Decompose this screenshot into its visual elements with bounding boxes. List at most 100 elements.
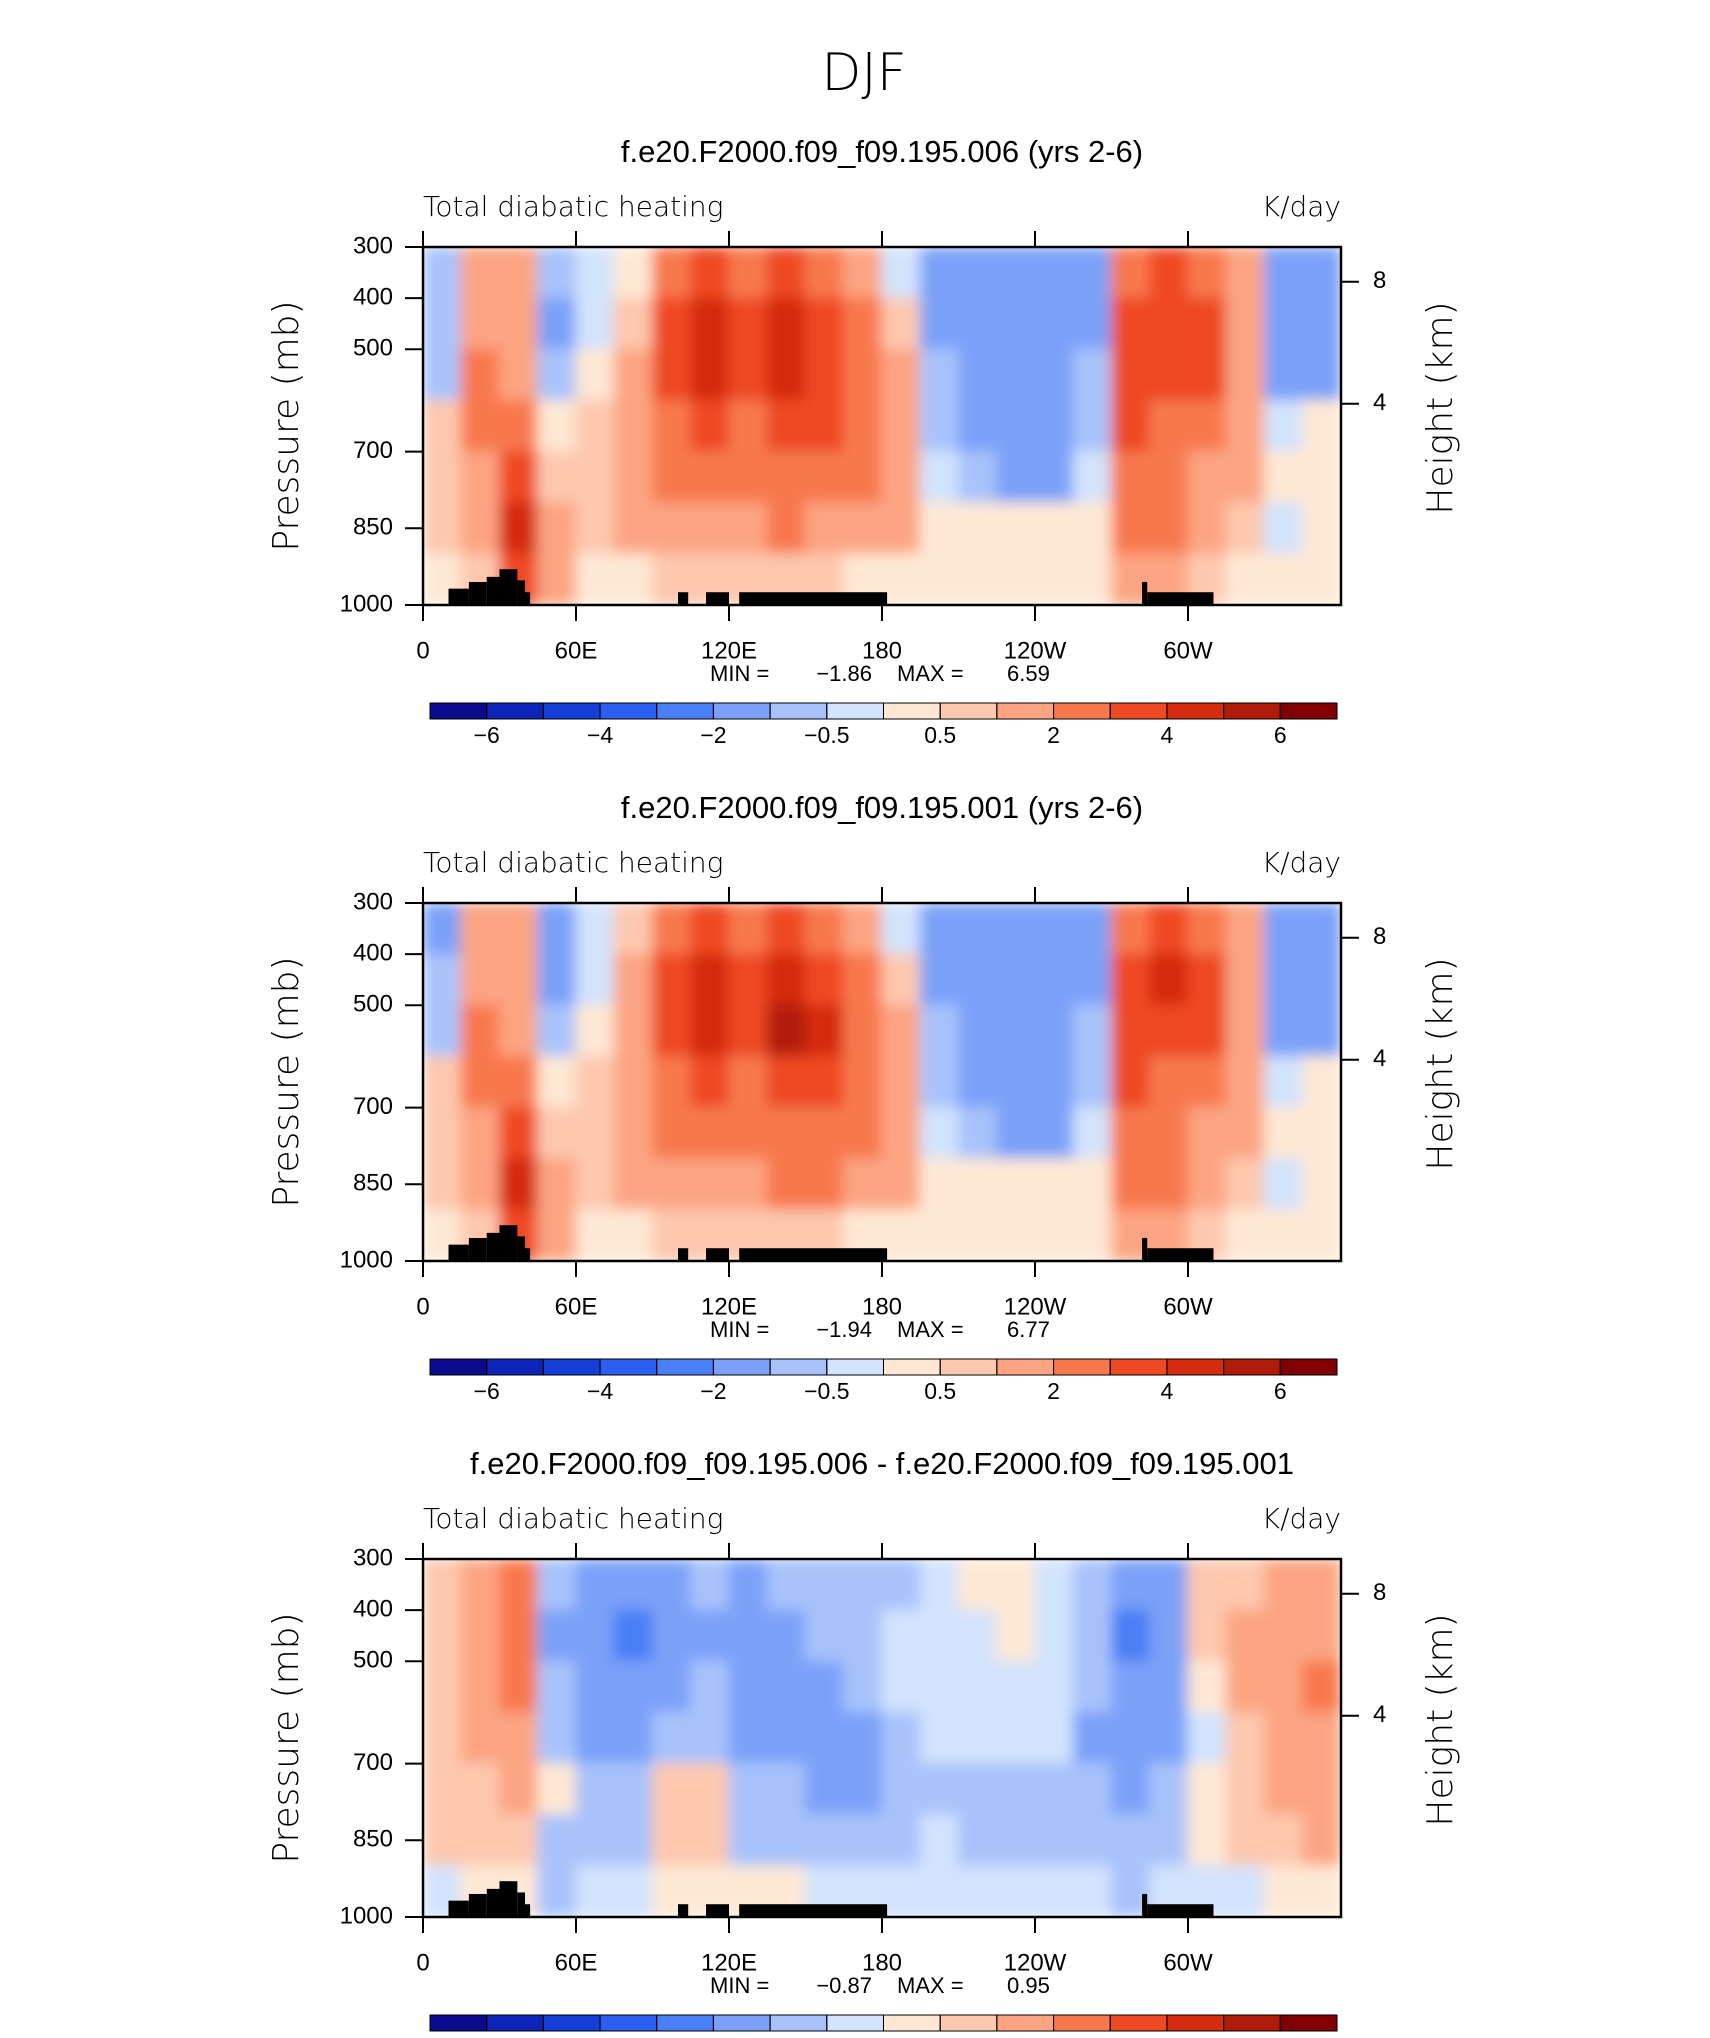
topography bbox=[525, 1904, 531, 1917]
field-cell bbox=[1225, 903, 1265, 955]
topography bbox=[706, 592, 729, 605]
field-cell bbox=[1034, 1209, 1074, 1261]
field-cell bbox=[1302, 1559, 1341, 1611]
colorbar-box bbox=[656, 1358, 714, 1376]
colorbar-label: −0.5 bbox=[804, 1378, 849, 1404]
field-cell bbox=[843, 1711, 883, 1765]
field-cell bbox=[499, 399, 539, 453]
field-cell bbox=[575, 348, 615, 401]
field-cell bbox=[690, 1711, 730, 1765]
topography bbox=[739, 592, 888, 605]
colorbar-box bbox=[883, 702, 941, 720]
field-cell bbox=[1072, 903, 1112, 955]
field-cell bbox=[1072, 399, 1112, 453]
x-tick-label: 120W bbox=[1004, 637, 1067, 664]
y-tick-label: 300 bbox=[353, 232, 393, 259]
field-cell bbox=[1111, 451, 1151, 504]
field-cell bbox=[1225, 1865, 1265, 1917]
field-cell bbox=[423, 903, 462, 955]
field-cell bbox=[575, 1814, 615, 1867]
y-tick-label: 400 bbox=[353, 939, 393, 966]
field-cell bbox=[1149, 1107, 1189, 1160]
field-cell bbox=[958, 1609, 998, 1662]
field-cell bbox=[996, 1660, 1036, 1713]
field-cell bbox=[919, 1559, 959, 1611]
field-cell bbox=[1072, 502, 1112, 555]
colorbar-box bbox=[826, 2014, 884, 2032]
units: K/day bbox=[1262, 1502, 1341, 1535]
field-cell bbox=[1111, 1609, 1151, 1662]
topography bbox=[517, 1236, 525, 1261]
field-cell bbox=[690, 953, 730, 1006]
field-cell bbox=[652, 1559, 692, 1611]
field-cell bbox=[460, 297, 500, 350]
y2-tick-label: 8 bbox=[1373, 1579, 1386, 1606]
field-cell bbox=[537, 1107, 577, 1160]
field-cell bbox=[996, 1814, 1036, 1867]
topography bbox=[678, 592, 689, 605]
field-cell bbox=[1264, 1055, 1304, 1109]
field-cell bbox=[652, 1814, 692, 1867]
field-cell bbox=[1264, 399, 1304, 453]
field-cell bbox=[958, 1814, 998, 1867]
y-axis-label: Pressure (mb) bbox=[266, 956, 307, 1207]
field-cell bbox=[690, 1814, 730, 1867]
field-cell bbox=[1302, 1763, 1341, 1816]
field-cell bbox=[805, 348, 845, 401]
field-cell bbox=[881, 297, 921, 350]
field-cell bbox=[652, 1660, 692, 1713]
field-cell bbox=[613, 1055, 653, 1109]
field-cell bbox=[1034, 451, 1074, 504]
field-cell bbox=[1302, 1814, 1341, 1867]
field-cell bbox=[460, 1158, 500, 1211]
topography bbox=[468, 1893, 487, 1917]
x-tick-label: 60E bbox=[555, 1949, 598, 1976]
topography bbox=[448, 588, 469, 605]
field-cell bbox=[996, 502, 1036, 555]
colorbar-box bbox=[542, 2014, 601, 2032]
field-cell bbox=[1264, 1865, 1304, 1917]
field-cell bbox=[728, 451, 768, 504]
colorbar-box bbox=[656, 702, 714, 720]
max-value: 6.77 bbox=[1007, 1317, 1050, 1342]
field-cell bbox=[1225, 247, 1265, 299]
colorbar-box bbox=[542, 1358, 601, 1376]
field-cell bbox=[652, 1004, 692, 1057]
field-cell bbox=[690, 1609, 730, 1662]
field-cell bbox=[958, 903, 998, 955]
field-cell bbox=[537, 348, 577, 401]
field-cell bbox=[766, 1763, 806, 1816]
field-cell bbox=[996, 348, 1036, 401]
x-tick-label: 180 bbox=[862, 1293, 902, 1320]
field-cell bbox=[919, 1865, 959, 1917]
field-cell bbox=[1264, 247, 1304, 299]
min-caption: MIN = bbox=[710, 661, 769, 686]
topography bbox=[1147, 1904, 1214, 1917]
field-cell bbox=[460, 1814, 500, 1867]
field-cell bbox=[1302, 348, 1341, 401]
topography bbox=[739, 1904, 888, 1917]
field-cell bbox=[1034, 1559, 1074, 1611]
x-tick-label: 120E bbox=[701, 637, 757, 664]
y-tick-label: 1000 bbox=[340, 1246, 393, 1273]
field-cell bbox=[575, 1107, 615, 1160]
field-cell bbox=[460, 399, 500, 453]
colorbar-box bbox=[1109, 2014, 1168, 2032]
field-cell bbox=[843, 502, 883, 555]
field-cell bbox=[766, 953, 806, 1006]
field-cell bbox=[460, 1107, 500, 1160]
field-cell bbox=[805, 399, 845, 453]
field-cell bbox=[1264, 1660, 1304, 1713]
field-cell bbox=[919, 1763, 959, 1816]
field-cell bbox=[919, 1660, 959, 1713]
field-cell bbox=[958, 348, 998, 401]
field-cell bbox=[919, 247, 959, 299]
field-cell bbox=[1149, 1609, 1189, 1662]
y-axis-label: Pressure (mb) bbox=[266, 1612, 307, 1863]
field-cell bbox=[919, 348, 959, 401]
field-cell bbox=[460, 1055, 500, 1109]
field-cell bbox=[613, 1609, 653, 1662]
field-cell bbox=[766, 1814, 806, 1867]
field-cell bbox=[1264, 1559, 1304, 1611]
field-cell bbox=[1302, 903, 1341, 955]
